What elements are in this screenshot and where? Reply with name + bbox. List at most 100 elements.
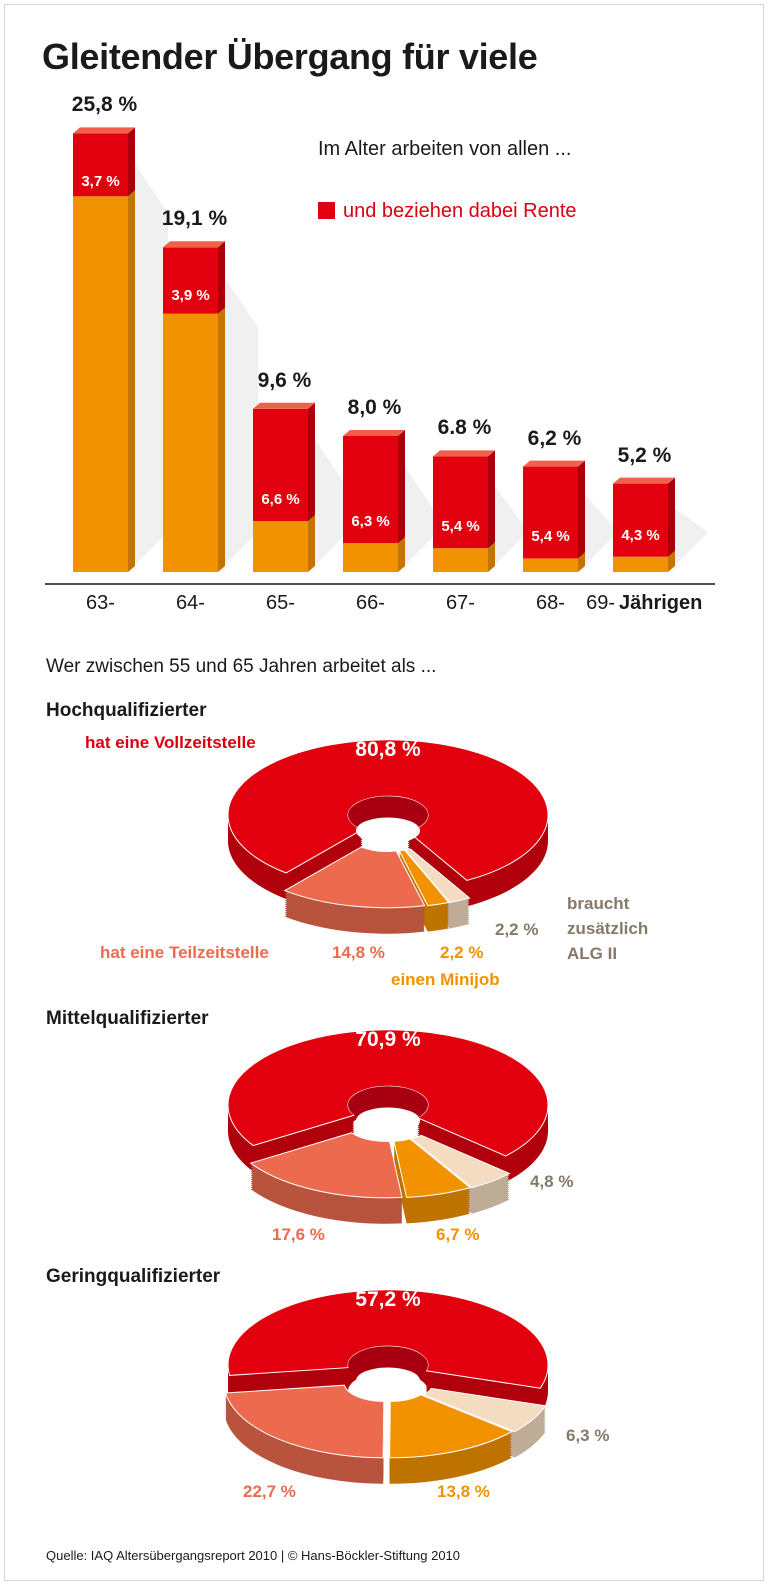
slice-label-vollzeit: 80,8 % xyxy=(355,738,421,761)
bar-shadow xyxy=(308,428,348,572)
bar-side-rente xyxy=(488,450,495,549)
legend-intro: Im Alter arbeiten von allen ... xyxy=(318,138,572,160)
name-minijob: einen Minijob xyxy=(391,970,500,989)
pie-title: Geringqualifizierter xyxy=(46,1266,221,1287)
name-teilzeit: hat eine Teilzeitstelle xyxy=(100,943,269,962)
legend-rente: und beziehen dabei Rente xyxy=(318,200,577,223)
bar-top xyxy=(433,450,495,457)
bar-side-working xyxy=(668,550,675,572)
slice-label-alg2: 2,2 % xyxy=(495,920,539,939)
bar-segment-working xyxy=(433,548,488,572)
bar-shadow xyxy=(578,486,618,572)
bar-side-rente xyxy=(218,241,225,314)
slice-label-minijob: 2,2 % xyxy=(440,943,484,962)
bar-shadow xyxy=(488,476,528,572)
total-label: 5,2 % xyxy=(617,443,672,467)
bar-side-rente xyxy=(398,430,405,544)
donut-slice-teilzeit xyxy=(283,846,426,909)
donut-slice-vollzeit xyxy=(227,1029,549,1157)
donut xyxy=(227,739,549,934)
slice-label-teilzeit: 22,7 % xyxy=(243,1482,296,1501)
bar-side-working xyxy=(398,537,405,572)
bar-segment-rente xyxy=(343,436,398,544)
slice-label-teilzeit: 14,8 % xyxy=(332,943,385,962)
total-label: 9,6 % xyxy=(257,368,312,392)
bar-top xyxy=(523,460,585,467)
total-label: 25,8 % xyxy=(71,93,138,117)
donut-hole-inner xyxy=(356,817,420,844)
x-tick-label: 65- xyxy=(266,592,295,614)
bar-top xyxy=(253,402,315,409)
bar-segment-working xyxy=(523,558,578,572)
bar-segment-rente xyxy=(523,466,578,559)
legend-rente-label: und beziehen dabei Rente xyxy=(343,200,577,222)
rente-label: 6,6 % xyxy=(261,491,300,508)
name-alg2-line: braucht xyxy=(567,894,630,913)
bar-top xyxy=(343,430,405,436)
x-tick-label: 64- xyxy=(176,592,205,614)
bar-segment-rente xyxy=(163,247,218,314)
total-label: 6.8 % xyxy=(437,416,492,440)
bar-side-working xyxy=(308,515,315,572)
pie-intro: Wer zwischen 55 und 65 Jahren arbeitet a… xyxy=(46,656,437,677)
bar-side-working xyxy=(128,190,135,573)
x-tick-label: 68- xyxy=(536,592,565,614)
x-tick-label: 66- xyxy=(356,592,385,614)
bar-segment-working xyxy=(73,196,128,573)
axis-suffix-label: Jährigen xyxy=(619,592,703,614)
rente-label: 5,4 % xyxy=(441,518,480,536)
bar-segment-working xyxy=(613,556,668,572)
total-label: 6,2 % xyxy=(527,426,582,450)
rente-label: 3,7 % xyxy=(81,173,120,191)
source: Quelle: IAQ Altersübergangsreport 2010 |… xyxy=(46,1548,461,1563)
bar-side-rente xyxy=(578,460,585,559)
bar-segment-rente xyxy=(73,133,128,197)
bar-shadow xyxy=(668,503,708,572)
bar-side-working xyxy=(488,542,495,572)
x-tick-label: 69- xyxy=(586,592,615,614)
donut-slice-minijob xyxy=(393,1138,472,1198)
pie-title: Mittelqualifizierter xyxy=(46,1008,209,1029)
x-tick-label: 63- xyxy=(86,592,115,614)
donut-slice-alg2 xyxy=(410,1134,511,1189)
rente-label: 6,3 % xyxy=(351,513,390,531)
slice-label-minijob: 6,7 % xyxy=(436,1225,480,1244)
bar-side-rente xyxy=(128,127,135,197)
total-label: 19,1 % xyxy=(161,207,228,231)
donut-slice-alg2 xyxy=(404,848,471,904)
bar-segment-rente xyxy=(613,483,668,557)
bar-shadow xyxy=(218,267,258,572)
name-alg2-line: ALG II xyxy=(567,944,618,963)
donut-hole-inner xyxy=(356,1367,420,1394)
donut-slice-teilzeit xyxy=(249,1132,403,1199)
slice-label-teilzeit: 17,6 % xyxy=(272,1225,325,1244)
rente-label: 3,9 % xyxy=(171,287,210,305)
bar-side-working xyxy=(218,307,225,572)
bar-side-rente xyxy=(308,402,315,521)
donut-hole-inner xyxy=(356,1107,420,1134)
chart-title: Gleitender Übergang für viele xyxy=(42,36,538,77)
donut-slice-minijob xyxy=(398,849,450,907)
slice-label-minijob: 13,8 % xyxy=(437,1482,490,1501)
slice-label-alg2: 6,3 % xyxy=(566,1426,610,1445)
bar-side-rente xyxy=(668,477,675,557)
name-alg2-line: zusätzlich xyxy=(567,919,649,938)
bar-shadow xyxy=(128,153,168,572)
bar-segment-rente xyxy=(253,408,308,521)
bar-top xyxy=(613,477,675,484)
donut xyxy=(227,1029,549,1224)
total-label: 8,0 % xyxy=(347,396,402,419)
rente-label: 4,3 % xyxy=(621,526,660,544)
bar-segment-rente xyxy=(433,456,488,549)
bar-top xyxy=(163,241,225,248)
donut-slice-alg2 xyxy=(422,1387,547,1433)
bar-segment-working xyxy=(253,521,308,572)
slice-label-alg2: 4,8 % xyxy=(530,1172,574,1191)
bar-top xyxy=(73,127,135,134)
rente-label: 5,4 % xyxy=(531,528,570,546)
bar-segment-working xyxy=(343,543,398,572)
name-vollzeit: hat eine Vollzeitstelle xyxy=(85,733,256,752)
donut xyxy=(224,1289,549,1484)
donut-slice-minijob xyxy=(389,1394,514,1459)
